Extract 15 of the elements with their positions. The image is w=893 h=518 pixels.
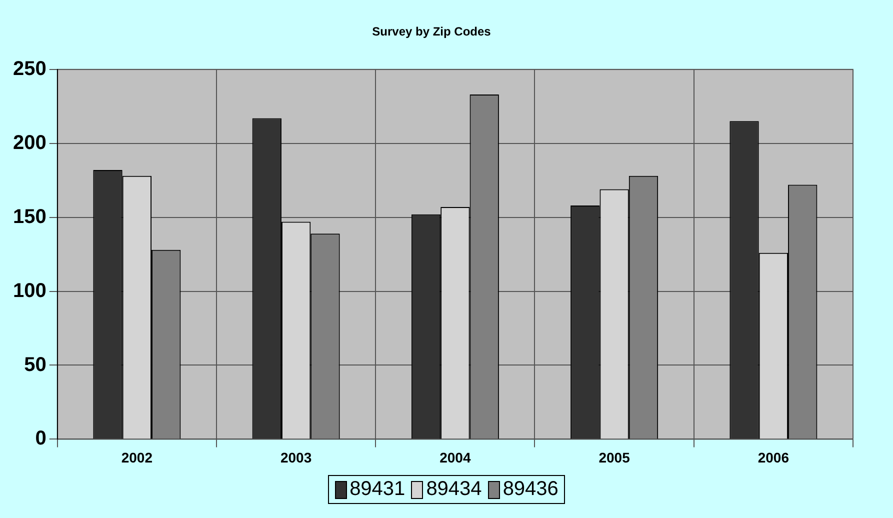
y-tick-label: 150 (12, 206, 46, 228)
y-tick-label: 100 (12, 280, 46, 302)
y-tick-label: 50 (24, 354, 46, 376)
x-tick-label: 2004 (440, 449, 471, 466)
x-tick-label: 2006 (758, 449, 790, 466)
x-tick-label: 2003 (280, 449, 312, 466)
y-tick-label: 250 (12, 58, 46, 80)
chart-title: Survey by Zip Codes (372, 24, 492, 39)
x-tick-label: 2005 (598, 449, 630, 466)
legend-label: 89436 (502, 478, 558, 501)
legend-label: 89431 (350, 478, 406, 501)
x-tick-label: 2002 (121, 449, 153, 466)
legend-label: 89434 (426, 478, 482, 501)
y-tick-label: 0 (35, 428, 46, 450)
y-tick-label: 200 (12, 132, 46, 154)
